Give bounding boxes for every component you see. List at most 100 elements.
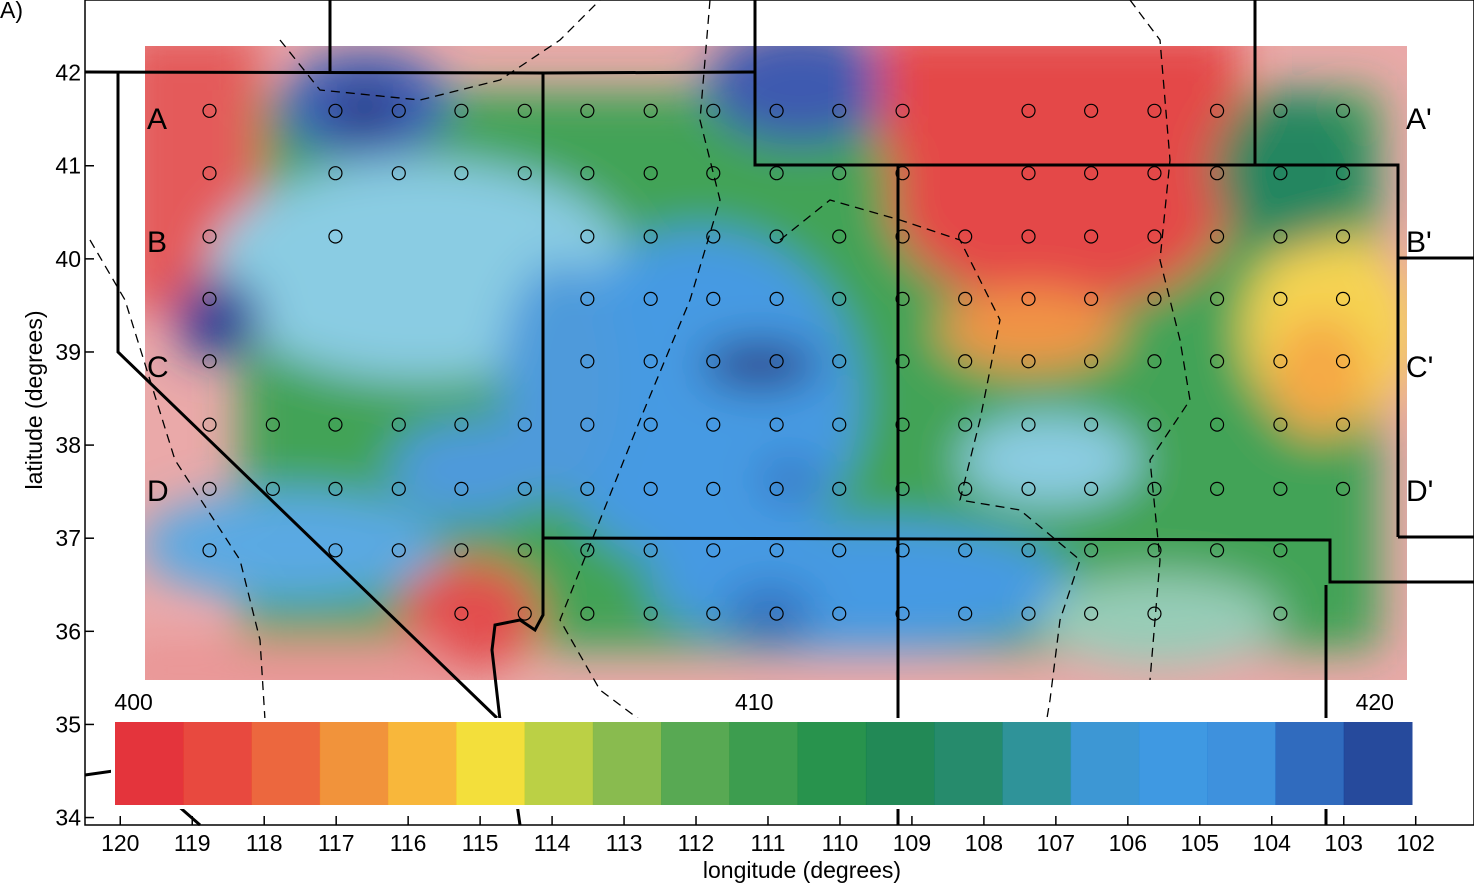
station — [1209, 354, 1225, 369]
station — [958, 417, 973, 432]
colorbar-tick-label: 410 — [735, 689, 773, 715]
station — [958, 606, 973, 621]
x-tick-label: 115 — [462, 830, 499, 856]
station — [391, 417, 406, 432]
station — [1021, 229, 1036, 244]
x-tick-label: 106 — [1109, 830, 1147, 856]
station — [895, 417, 910, 432]
station — [706, 291, 721, 306]
station — [643, 417, 658, 432]
station — [643, 291, 658, 306]
station — [832, 606, 847, 621]
station — [706, 103, 721, 118]
station — [517, 166, 532, 181]
color-cell — [183, 722, 253, 805]
color-cell — [729, 722, 799, 805]
x-tick-label: 113 — [606, 830, 643, 856]
station — [895, 229, 910, 244]
y-tick-label: 37 — [55, 525, 81, 551]
station — [580, 417, 595, 432]
station — [769, 291, 784, 306]
station — [958, 354, 973, 369]
x-tick-label: 109 — [893, 830, 931, 856]
y-tick-label: 34 — [55, 805, 81, 831]
station — [580, 103, 595, 118]
station — [706, 354, 721, 369]
profile-label: B' — [1406, 226, 1432, 259]
station — [706, 481, 721, 496]
x-tick-label: 120 — [101, 830, 139, 856]
station — [769, 606, 784, 621]
station — [1273, 543, 1288, 558]
station — [454, 606, 469, 621]
station — [832, 166, 847, 181]
station — [1209, 229, 1225, 244]
station — [328, 103, 343, 118]
station — [832, 103, 847, 118]
station — [580, 166, 595, 181]
station — [1147, 417, 1162, 432]
station — [265, 417, 280, 432]
station — [1147, 354, 1162, 369]
station — [1021, 481, 1036, 496]
station — [706, 606, 721, 621]
station — [1273, 229, 1288, 244]
color-cell — [1070, 722, 1140, 805]
colorbar-tick-label: 420 — [1356, 689, 1394, 715]
y-tick-label: 41 — [55, 153, 81, 179]
station — [643, 481, 658, 496]
station — [1273, 291, 1288, 306]
station — [643, 229, 658, 244]
x-tick-label: 102 — [1397, 830, 1435, 856]
y-tick-label: 40 — [55, 246, 81, 272]
station — [832, 481, 847, 496]
y-tick-label: 35 — [55, 711, 81, 737]
station — [1147, 166, 1162, 181]
colorbar: 400 410 420 — [111, 689, 1416, 809]
x-tick-label: 108 — [965, 830, 1003, 856]
station — [832, 229, 847, 244]
station — [769, 543, 784, 558]
dashed-outlines — [89, 0, 1191, 801]
color-cell — [865, 722, 935, 805]
station — [1335, 481, 1351, 496]
color-cell — [934, 722, 1003, 805]
x-tick-label: 117 — [318, 830, 355, 856]
station — [1273, 103, 1288, 118]
station — [832, 291, 847, 306]
station — [454, 103, 469, 118]
station — [202, 229, 217, 244]
station — [1209, 103, 1225, 118]
station — [1209, 481, 1225, 496]
color-cell — [1207, 722, 1276, 805]
x-tick-label: 116 — [390, 830, 427, 856]
station — [1147, 543, 1162, 558]
station — [1084, 354, 1099, 369]
station — [1084, 291, 1099, 306]
station — [1084, 543, 1099, 558]
station — [769, 166, 784, 181]
station — [202, 291, 217, 306]
station — [895, 481, 910, 496]
x-tick-label: 107 — [1037, 830, 1075, 856]
station — [1209, 543, 1225, 558]
station — [643, 606, 658, 621]
station — [1335, 166, 1351, 181]
station — [1084, 606, 1099, 621]
color-cell — [456, 722, 526, 805]
station — [643, 166, 658, 181]
station — [1147, 103, 1162, 118]
x-tick-label: 105 — [1181, 830, 1219, 856]
color-cell — [1343, 722, 1413, 805]
station — [1147, 291, 1162, 306]
station — [328, 543, 343, 558]
station — [769, 103, 784, 118]
station — [958, 291, 973, 306]
station — [454, 543, 469, 558]
station — [580, 354, 595, 369]
station — [1021, 543, 1036, 558]
station — [1021, 103, 1036, 118]
station — [643, 354, 658, 369]
profile-label: D — [147, 475, 169, 508]
